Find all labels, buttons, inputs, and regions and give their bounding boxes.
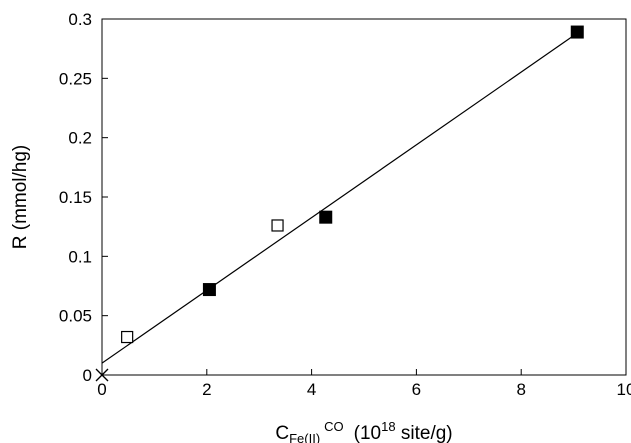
- x-axis-title: CFe(II) CO (1018 site/g): [275, 419, 452, 443]
- data-point-open-square: [121, 330, 134, 344]
- y-tick-label: 0.25: [59, 69, 92, 88]
- y-tick-label: 0.05: [59, 307, 92, 326]
- fit-line-group: [101, 31, 580, 364]
- y-tick-label: 0.3: [68, 10, 92, 29]
- x-tick-label: 6: [412, 380, 421, 399]
- x-axis-title-units-suffix: site/g): [396, 423, 453, 443]
- x-tick-label: 2: [202, 380, 211, 399]
- x-axis-title-units-exponent: 18: [381, 419, 395, 434]
- x-tick-label: 10: [617, 380, 631, 399]
- y-axis-title: R (mmol/hg): [10, 145, 31, 250]
- x-axis-title-superscript: CO: [324, 419, 344, 434]
- x-axis-title-main: C: [275, 423, 289, 443]
- data-points: [95, 25, 584, 382]
- x-tick-label: 0: [97, 380, 106, 399]
- y-tick-label: 0.1: [68, 247, 92, 266]
- data-point-cross: [95, 368, 109, 382]
- x-tick-label: 4: [307, 380, 316, 399]
- y-axis-ticks: 0 0.05 0.1 0.15 0.2 0.25 0.3: [59, 10, 108, 385]
- data-point-filled-square: [202, 283, 216, 297]
- x-axis-title-subscript: Fe(II): [289, 431, 320, 443]
- data-point-filled-square: [319, 210, 333, 224]
- y-tick-label: 0.15: [59, 188, 92, 207]
- x-axis-ticks: 0 2 4 6 8 10: [97, 369, 631, 399]
- fit-line: [101, 31, 580, 364]
- data-point-filled-square: [570, 25, 584, 39]
- cross-stroke: [95, 368, 109, 382]
- x-tick-label: 8: [516, 380, 525, 399]
- y-tick-label: 0.2: [68, 129, 92, 148]
- x-axis-title-units-prefix: (10: [354, 423, 381, 443]
- y-tick-label: 0: [83, 366, 92, 385]
- data-point-open-square: [271, 219, 284, 232]
- plot-frame: [101, 18, 627, 376]
